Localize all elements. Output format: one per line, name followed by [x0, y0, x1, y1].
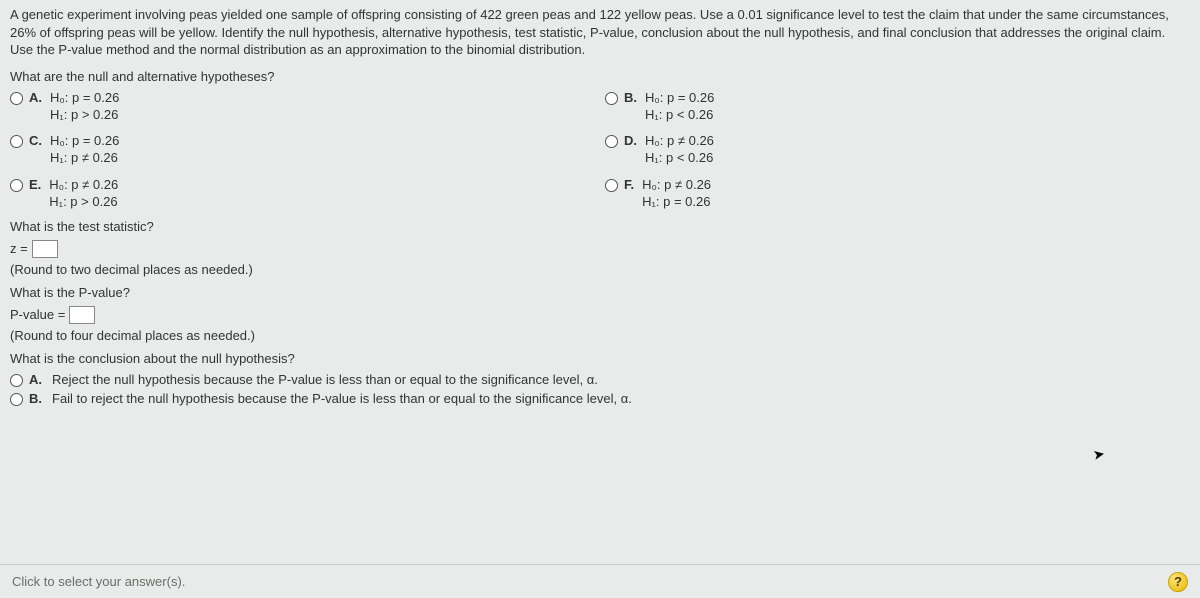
option-letter: A. [29, 372, 42, 387]
option-h1: H₁: p > 0.26 [50, 107, 119, 124]
option-letter: E. [29, 177, 41, 211]
help-button[interactable]: ? [1168, 572, 1188, 592]
option-letter: C. [29, 133, 42, 167]
radio-icon[interactable] [605, 135, 618, 148]
radio-icon[interactable] [10, 179, 23, 192]
radio-icon[interactable] [10, 374, 23, 387]
option-h1: H₁: p < 0.26 [645, 107, 714, 124]
problem-statement: A genetic experiment involving peas yiel… [10, 6, 1190, 59]
option-h1: H₁: p < 0.26 [645, 150, 714, 167]
conclusion-text: Reject the null hypothesis because the P… [52, 372, 598, 387]
z-input[interactable] [32, 240, 58, 258]
option-h1: H₁: p = 0.26 [642, 194, 711, 211]
radio-icon[interactable] [10, 393, 23, 406]
p-value-input[interactable] [69, 306, 95, 324]
question-hypotheses: What are the null and alternative hypoth… [10, 69, 1190, 84]
option-h0: H₀: p = 0.26 [50, 133, 119, 150]
question-test-statistic: What is the test statistic? [10, 219, 1190, 234]
z-hint: (Round to two decimal places as needed.) [10, 262, 1190, 277]
option-letter: B. [624, 90, 637, 124]
conclusion-text: Fail to reject the null hypothesis becau… [52, 391, 632, 406]
conclusion-option-b[interactable]: B. Fail to reject the null hypothesis be… [10, 391, 1190, 406]
option-h0: H₀: p = 0.26 [50, 90, 119, 107]
option-h0: H₀: p ≠ 0.26 [645, 133, 714, 150]
p-label: P-value = [10, 307, 65, 322]
option-b[interactable]: B. H₀: p = 0.26 H₁: p < 0.26 [605, 90, 1190, 124]
option-h1: H₁: p ≠ 0.26 [50, 150, 119, 167]
option-letter: B. [29, 391, 42, 406]
option-f[interactable]: F. H₀: p ≠ 0.26 H₁: p = 0.26 [605, 177, 1190, 211]
footer-instruction: Click to select your answer(s). [12, 574, 185, 589]
option-h1: H₁: p > 0.26 [49, 194, 118, 211]
option-h0: H₀: p ≠ 0.26 [642, 177, 711, 194]
option-e[interactable]: E. H₀: p ≠ 0.26 H₁: p > 0.26 [10, 177, 595, 211]
hypothesis-options: A. H₀: p = 0.26 H₁: p > 0.26 B. H₀: p = … [10, 90, 1190, 211]
option-h0: H₀: p = 0.26 [645, 90, 714, 107]
p-hint: (Round to four decimal places as needed.… [10, 328, 1190, 343]
option-letter: D. [624, 133, 637, 167]
radio-icon[interactable] [10, 135, 23, 148]
option-c[interactable]: C. H₀: p = 0.26 H₁: p ≠ 0.26 [10, 133, 595, 167]
option-d[interactable]: D. H₀: p ≠ 0.26 H₁: p < 0.26 [605, 133, 1190, 167]
radio-icon[interactable] [10, 92, 23, 105]
question-conclusion: What is the conclusion about the null hy… [10, 351, 1190, 366]
option-h0: H₀: p ≠ 0.26 [49, 177, 118, 194]
radio-icon[interactable] [605, 179, 618, 192]
radio-icon[interactable] [605, 92, 618, 105]
question-p-value: What is the P-value? [10, 285, 1190, 300]
conclusion-option-a[interactable]: A. Reject the null hypothesis because th… [10, 372, 1190, 387]
option-letter: A. [29, 90, 42, 124]
option-a[interactable]: A. H₀: p = 0.26 H₁: p > 0.26 [10, 90, 595, 124]
z-label: z = [10, 241, 28, 256]
conclusion-options: A. Reject the null hypothesis because th… [10, 372, 1190, 406]
option-letter: F. [624, 177, 634, 211]
cursor-icon: ➤ [1092, 445, 1107, 464]
footer-bar: Click to select your answer(s). ? [0, 564, 1200, 598]
